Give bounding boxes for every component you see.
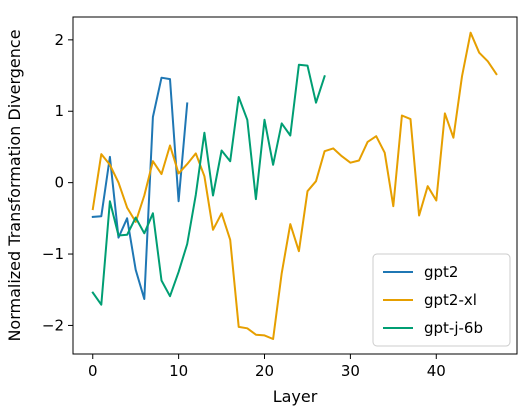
y-axis-label: Normalized Transformation Divergence (5, 29, 24, 341)
x-tick-label: 10 (169, 362, 188, 380)
legend-label-gpt-j-6b: gpt-j-6b (424, 319, 483, 337)
plot-frame (72, 16, 518, 355)
series-line-gpt2 (91, 76, 189, 300)
x-axis-label: Layer (273, 387, 318, 406)
x-tick-label: 40 (427, 362, 446, 380)
series-layer (91, 31, 498, 340)
legend: gpt2 gpt2-xl gpt-j-6b (372, 253, 511, 347)
x-tick-label: 20 (255, 362, 274, 380)
x-axis: 0 10 20 30 40 (88, 354, 446, 380)
legend-box (372, 253, 511, 347)
x-tick-label: 0 (88, 362, 98, 380)
y-tick-label: 1 (54, 102, 64, 120)
y-tick-label: 0 (54, 174, 64, 192)
series-line-gpt2-xl (91, 31, 498, 340)
y-tick-label: −1 (42, 245, 64, 263)
y-tick-label: 2 (54, 31, 64, 49)
legend-label-gpt2: gpt2 (424, 263, 458, 281)
series-line-gpt-j-6b (91, 63, 326, 306)
y-tick-label: −2 (42, 316, 64, 334)
legend-label-gpt2-xl: gpt2-xl (424, 291, 477, 309)
y-axis: −2 −1 0 1 2 (42, 31, 73, 334)
x-tick-label: 30 (341, 362, 360, 380)
